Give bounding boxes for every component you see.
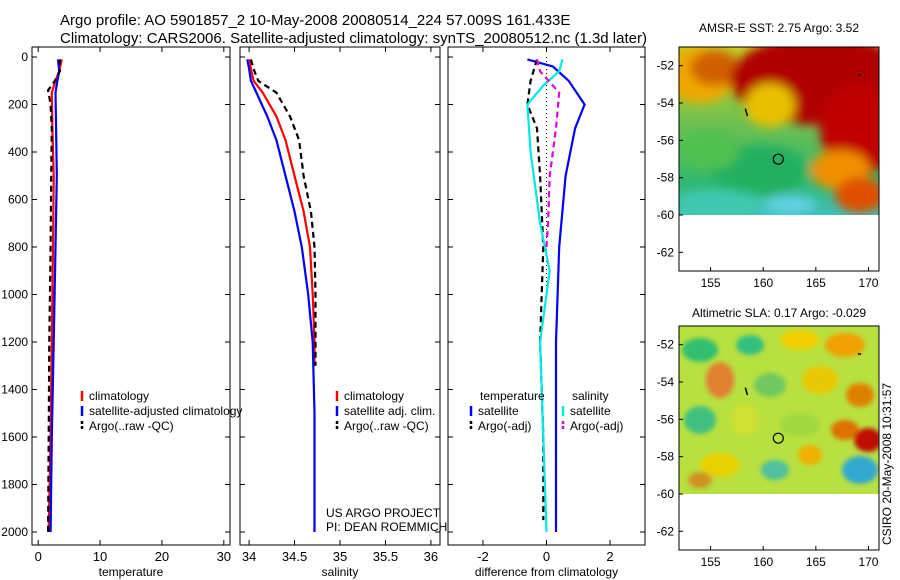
- map2-xtick-label: 160: [753, 555, 773, 569]
- panel2-xlabel: salinity: [322, 565, 359, 579]
- map1-argo-marker: [772, 153, 784, 165]
- map1-ytick-label: -52: [657, 59, 675, 73]
- credit-pi: PI: DEAN ROEMMICH: [326, 520, 447, 534]
- map1-ytick-label: -58: [657, 171, 675, 185]
- panel1-ytick-label: 1600: [1, 430, 28, 444]
- map2-xtick-label: 165: [806, 555, 826, 569]
- map2-frame: [678, 325, 880, 551]
- panel2-chart: 34 34.5 35 35.5 36 salinity climatologysatelli…: [239, 46, 441, 579]
- panel3-frame: [447, 46, 646, 546]
- panel2-series-2: [246, 59, 316, 532]
- sla-map-image: [679, 326, 879, 494]
- panel2-xtick-label: 35: [333, 549, 347, 564]
- panel2-xtick-label: 36: [424, 549, 438, 564]
- panel3-legend-heading: temperature: [480, 389, 545, 403]
- map1-frame: [678, 46, 880, 272]
- panel2-legend-label: Argo(..raw -QC): [344, 419, 429, 433]
- panel3-xtick-label: 0: [543, 549, 550, 564]
- panel1-ytick-label: 2000: [1, 525, 28, 539]
- timestamp-stamp: CSIRO 20-May-2008 10:31:57: [880, 383, 894, 545]
- panel1-ytick-label: 800: [8, 240, 28, 254]
- map1-xtick-label: 155: [701, 276, 721, 290]
- map2-chart: 155 160 165 170 -52 -54 -56 -58 -60 -62 Altimetric…: [657, 306, 880, 569]
- map1-ytick-label: -54: [657, 96, 675, 110]
- map2-ytick-label: -54: [657, 375, 675, 389]
- panel3-legend-label: Argo(-adj): [478, 419, 531, 433]
- panel2-legend-label: satellite adj. clim.: [344, 404, 435, 418]
- panel1-xtick-label: 20: [155, 549, 169, 564]
- panel1-series-3: [46, 59, 61, 533]
- map1-ytick-label: -60: [657, 208, 675, 222]
- panel3-legend-heading: salinity: [572, 389, 609, 403]
- panel1-ytick-label: 200: [8, 98, 28, 112]
- map1-ytick-label: -56: [657, 133, 675, 147]
- panel1-ytick-label: 0: [21, 50, 28, 64]
- map2-argo-marker: [772, 432, 784, 444]
- map1-nodata: [679, 215, 879, 271]
- panel1-frame: [31, 46, 231, 546]
- map1-xtick-label: 170: [858, 276, 878, 290]
- panel2-frame: [239, 46, 441, 546]
- map1-title: AMSR-E SST: 2.75 Argo: 3.52: [699, 21, 859, 35]
- panel1-ytick-label: 1000: [1, 288, 28, 302]
- panel1-ytick-label: 400: [8, 145, 28, 159]
- map1-chart: 155 160 165 170 -52 -54 -56 -58 -60 -62 AMSR-E SST…: [657, 21, 880, 290]
- panel1-xtick-label: 30: [217, 549, 231, 564]
- panel1-xlabel: temperature: [99, 565, 164, 579]
- panel1-chart: 0 10 20 30 0 200 400 600 800 1000 1200 1400 1600 1800…: [1, 46, 242, 579]
- map1-xtick-label: 165: [806, 276, 826, 290]
- panel1-ytick-label: 600: [8, 193, 28, 207]
- panel1-ytick-label: 1400: [1, 383, 28, 397]
- map1-ytick-label: -62: [657, 245, 675, 259]
- panel2-series-3: [249, 59, 317, 366]
- panel3-legend-label: satellite: [478, 404, 519, 418]
- panel1-legend-label: climatology: [89, 389, 149, 403]
- map2-ytick-label: -58: [657, 450, 675, 464]
- panel3-series-3: [526, 59, 564, 533]
- panel1-xtick-label: 0: [35, 549, 42, 564]
- map2-xtick-label: 170: [858, 555, 878, 569]
- map2-nodata: [679, 494, 879, 550]
- panel1-legend-label: Argo(..raw -QC): [89, 419, 174, 433]
- credit-project: US ARGO PROJECT: [326, 506, 441, 520]
- map2-xtick-label: 155: [701, 555, 721, 569]
- panel1-xtick-label: 10: [93, 549, 107, 564]
- panel3-xtick-label: 2: [606, 549, 613, 564]
- map2-ytick-label: -52: [657, 338, 675, 352]
- figure-subtitle: Climatology: CARS2006. Satellite-adjuste…: [60, 30, 647, 47]
- panel1-ytick-label: 1200: [1, 335, 28, 349]
- sst-map-image: [679, 47, 879, 216]
- map1-float-track: [744, 108, 749, 117]
- panel2-legend-label: climatology: [344, 389, 404, 403]
- panel1-legend-label: satellite-adjusted climatology: [89, 404, 242, 418]
- map2-title: Altimetric SLA: 0.17 Argo: -0.029: [692, 306, 866, 320]
- panel2-xtick-label: 35.5: [373, 549, 398, 564]
- map2-ytick-label: -56: [657, 412, 675, 426]
- panel2-xtick-label: 34: [242, 549, 256, 564]
- panel2-xtick-label: 34.5: [282, 549, 307, 564]
- map2-ytick-label: -60: [657, 487, 675, 501]
- panel3-legend-label: Argo(-adj): [570, 419, 623, 433]
- map2-ytick-label: -62: [657, 524, 675, 538]
- panel1-ytick-label: 1800: [1, 478, 28, 492]
- panel1-series-2: [49, 59, 61, 533]
- panel3-series-1: [527, 58, 586, 532]
- panel3-legend-label: satellite: [570, 404, 611, 418]
- panel3-xtick-label: -2: [477, 549, 489, 564]
- map1-xtick-label: 160: [753, 276, 773, 290]
- panel3-xlabel: difference from climatology: [475, 565, 618, 579]
- figure-title: Argo profile: AO 5901857_2 10-May-2008 2…: [60, 12, 571, 29]
- panel3-series-2: [526, 59, 545, 521]
- map2-float-track: [744, 387, 749, 396]
- panel2-series-1: [248, 59, 316, 366]
- panel3-series-4: [535, 59, 561, 248]
